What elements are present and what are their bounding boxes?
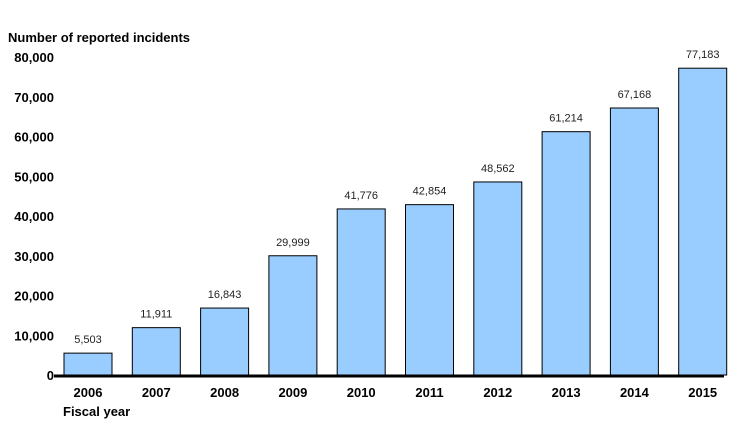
data-label-2010: 41,776 — [344, 190, 378, 202]
bar-2011 — [406, 205, 454, 375]
bar-2009 — [269, 256, 317, 375]
y-tick-label: 20,000 — [14, 289, 54, 304]
data-label-2007: 11,911 — [140, 309, 172, 321]
data-label-2009: 29,999 — [276, 237, 310, 249]
data-label-2012: 48,562 — [481, 163, 515, 175]
y-axis-label: Number of reported incidents — [8, 30, 190, 45]
y-tick-label: 50,000 — [14, 169, 54, 184]
x-tick-label-2010: 2010 — [347, 385, 376, 400]
y-tick-label: 60,000 — [14, 130, 54, 145]
x-tick-label-2011: 2011 — [415, 385, 443, 400]
x-tick-label-2013: 2013 — [552, 385, 581, 400]
x-tick-label-2008: 2008 — [210, 385, 239, 400]
x-tick-label-2015: 2015 — [688, 385, 717, 400]
x-tick-label-2012: 2012 — [483, 385, 512, 400]
data-label-2014: 67,168 — [618, 89, 652, 101]
bar-2008 — [201, 308, 249, 375]
y-tick-label: 70,000 — [14, 90, 54, 105]
data-label-2013: 61,214 — [549, 113, 583, 125]
bar-2010 — [337, 209, 385, 375]
y-tick-label: 80,000 — [14, 50, 54, 65]
data-label-2008: 16,843 — [208, 289, 242, 301]
x-tick-label-2014: 2014 — [620, 385, 650, 400]
bar-2006 — [64, 353, 112, 375]
y-tick-label: 10,000 — [14, 328, 54, 343]
x-tick-label-2007: 2007 — [142, 385, 171, 400]
x-axis-ticks: 2006 2007 2008 2009 2010 2011 2012 2013 2014 2015 — [74, 385, 718, 400]
x-tick-label-2006: 2006 — [74, 385, 103, 400]
x-tick-label-2009: 2009 — [278, 385, 307, 400]
x-axis-label: Fiscal year — [63, 404, 130, 419]
bar-2014 — [610, 108, 658, 375]
data-label-2015: 77,183 — [686, 49, 720, 61]
bar-2012 — [474, 182, 522, 375]
y-tick-label: 40,000 — [14, 209, 54, 224]
data-label-2011: 42,854 — [413, 186, 447, 198]
y-tick-label: 30,000 — [14, 249, 54, 264]
bar-2007 — [132, 328, 180, 375]
bar-2015 — [679, 68, 727, 375]
y-axis-ticks: 0 10,000 20,000 30,000 40,000 50,000 60,000 70,… — [14, 50, 54, 383]
bars — [64, 68, 727, 375]
bar-2013 — [542, 132, 590, 375]
y-tick-label: 0 — [47, 368, 54, 383]
data-label-2006: 5,503 — [74, 334, 102, 346]
